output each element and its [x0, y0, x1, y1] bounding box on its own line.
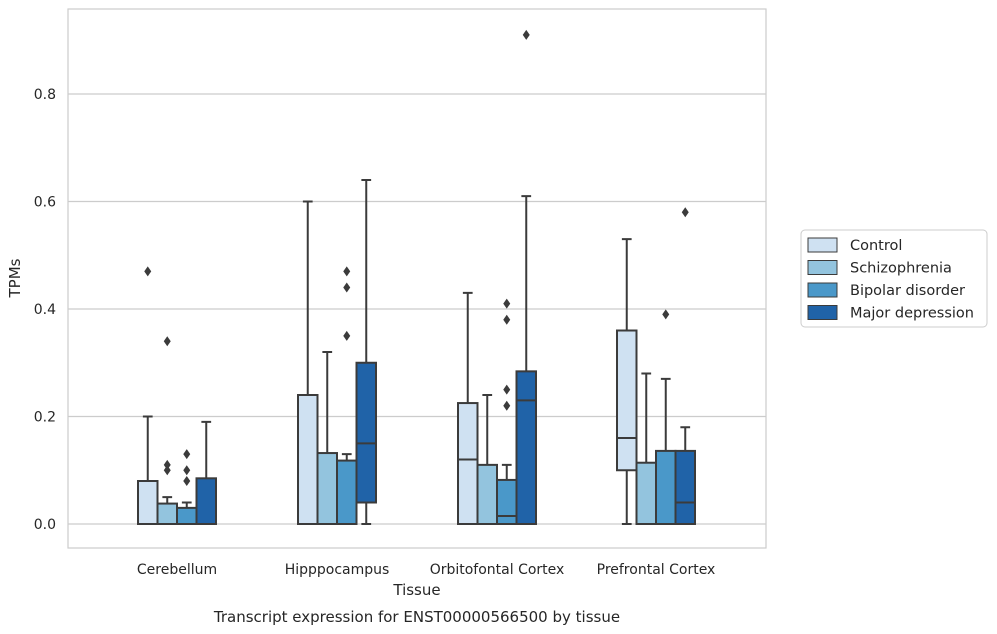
- box-iqr: [297, 394, 319, 525]
- box-schizophrenia: [316, 351, 338, 525]
- legend-label: Bipolar disorder: [850, 283, 965, 299]
- box-iqr: [336, 459, 358, 526]
- legend-swatch: [807, 305, 838, 320]
- box-iqr: [176, 506, 198, 525]
- outlier-point: [503, 400, 511, 411]
- y-tick-label: 0.0: [34, 517, 56, 533]
- outlier-point: [681, 207, 689, 218]
- box-bipolar-disorder: [496, 298, 518, 525]
- legend-swatch: [807, 237, 838, 253]
- outlier-point: [183, 476, 191, 486]
- box-control: [457, 291, 479, 525]
- y-tick-label: 0.6: [34, 195, 56, 211]
- outlier-point: [144, 266, 152, 277]
- plot-frame: [67, 8, 767, 549]
- legend-label: Control: [850, 238, 902, 254]
- y-axis-title: TPMs: [6, 258, 24, 298]
- box-schizophrenia: [635, 372, 657, 526]
- box-bipolar-disorder: [176, 449, 198, 525]
- outlier-point: [163, 465, 171, 476]
- box-iqr: [195, 477, 217, 525]
- box-iqr: [616, 329, 638, 472]
- box-iqr: [674, 449, 696, 525]
- box-control: [297, 200, 319, 525]
- legend: Control Schizophrenia Bipolar disorder Majo…: [800, 229, 988, 328]
- box-iqr: [156, 502, 178, 526]
- box-iqr: [457, 402, 479, 525]
- y-tick-label: 0.4: [34, 302, 56, 318]
- outlier-point: [343, 330, 351, 341]
- outlier-point: [163, 459, 171, 470]
- outlier-point: [183, 465, 191, 476]
- outlier-point: [163, 336, 171, 347]
- legend-items: Control Schizophrenia Bipolar disorder Majo…: [807, 237, 974, 322]
- outlier-point: [503, 314, 511, 325]
- box-major-depression: [195, 420, 217, 525]
- box-series: [137, 29, 696, 526]
- legend-frame: [800, 229, 988, 328]
- box-iqr: [316, 452, 338, 525]
- box-iqr: [476, 463, 498, 525]
- outlier-point: [662, 309, 670, 320]
- box-iqr: [635, 461, 657, 526]
- box-schizophrenia: [156, 336, 178, 526]
- x-tick-label: Orbitofontal Cortex: [430, 562, 565, 578]
- legend-label: Major depression: [850, 306, 974, 322]
- x-tick-label: Hipppocampus: [285, 562, 390, 578]
- outlier-point: [183, 449, 191, 460]
- box-major-depression: [355, 179, 377, 525]
- x-tick-label: Cerebellum: [137, 562, 217, 578]
- outlier-point: [522, 29, 530, 40]
- box-iqr: [496, 478, 518, 525]
- box-control: [137, 266, 159, 525]
- outlier-point: [343, 282, 351, 293]
- box-major-depression: [515, 29, 537, 525]
- y-tick-label: 0.8: [34, 87, 56, 103]
- box-major-depression: [674, 207, 696, 525]
- outlier-point: [503, 298, 511, 309]
- box-bipolar-disorder: [336, 266, 358, 526]
- box-iqr: [137, 480, 159, 525]
- legend-swatch: [807, 260, 838, 275]
- legend-swatch: [807, 282, 838, 298]
- box-control: [616, 238, 638, 525]
- box-iqr: [515, 370, 537, 525]
- x-tick-labels: Cerebellum Hipppocampus Orbitofontal Corte…: [137, 562, 715, 578]
- box-schizophrenia: [476, 394, 498, 525]
- legend-label: Schizophrenia: [850, 261, 952, 277]
- x-tick-label: Prefrontal Cortex: [597, 562, 716, 578]
- outlier-point: [343, 266, 351, 277]
- figure-caption: Transcript expression for ENST0000056650…: [213, 608, 620, 626]
- y-tick-label: 0.2: [34, 410, 56, 426]
- y-tick-labels: 0.0 0.2 0.4 0.6 0.8: [34, 87, 56, 533]
- x-axis-title: Tissue: [392, 581, 440, 599]
- box-iqr: [355, 361, 377, 504]
- box-iqr: [655, 449, 677, 525]
- outlier-point: [503, 384, 511, 395]
